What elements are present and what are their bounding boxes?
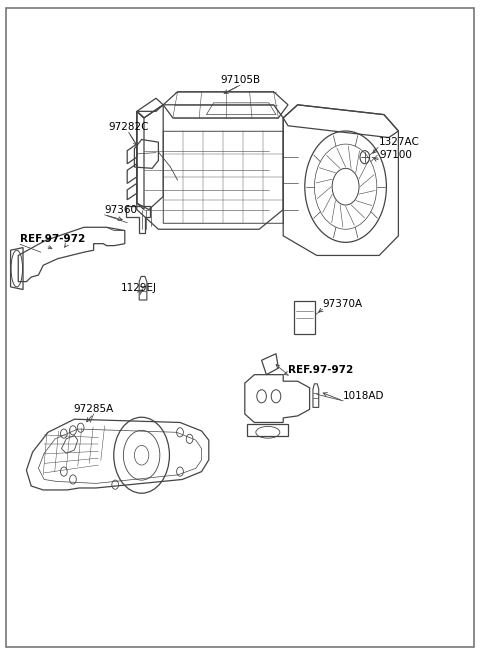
Text: 97105B: 97105B — [220, 75, 260, 85]
Text: 97285A: 97285A — [73, 404, 114, 414]
Text: REF.97-972: REF.97-972 — [20, 234, 85, 244]
Text: 97282C: 97282C — [108, 122, 149, 132]
Text: 97100: 97100 — [379, 151, 412, 160]
Text: REF.97-972: REF.97-972 — [288, 365, 353, 375]
Text: 1129EJ: 1129EJ — [121, 283, 157, 293]
Text: 1018AD: 1018AD — [343, 391, 384, 401]
Text: 1327AC: 1327AC — [379, 138, 420, 147]
Text: 97370A: 97370A — [323, 299, 363, 309]
Text: 97360: 97360 — [105, 205, 138, 215]
